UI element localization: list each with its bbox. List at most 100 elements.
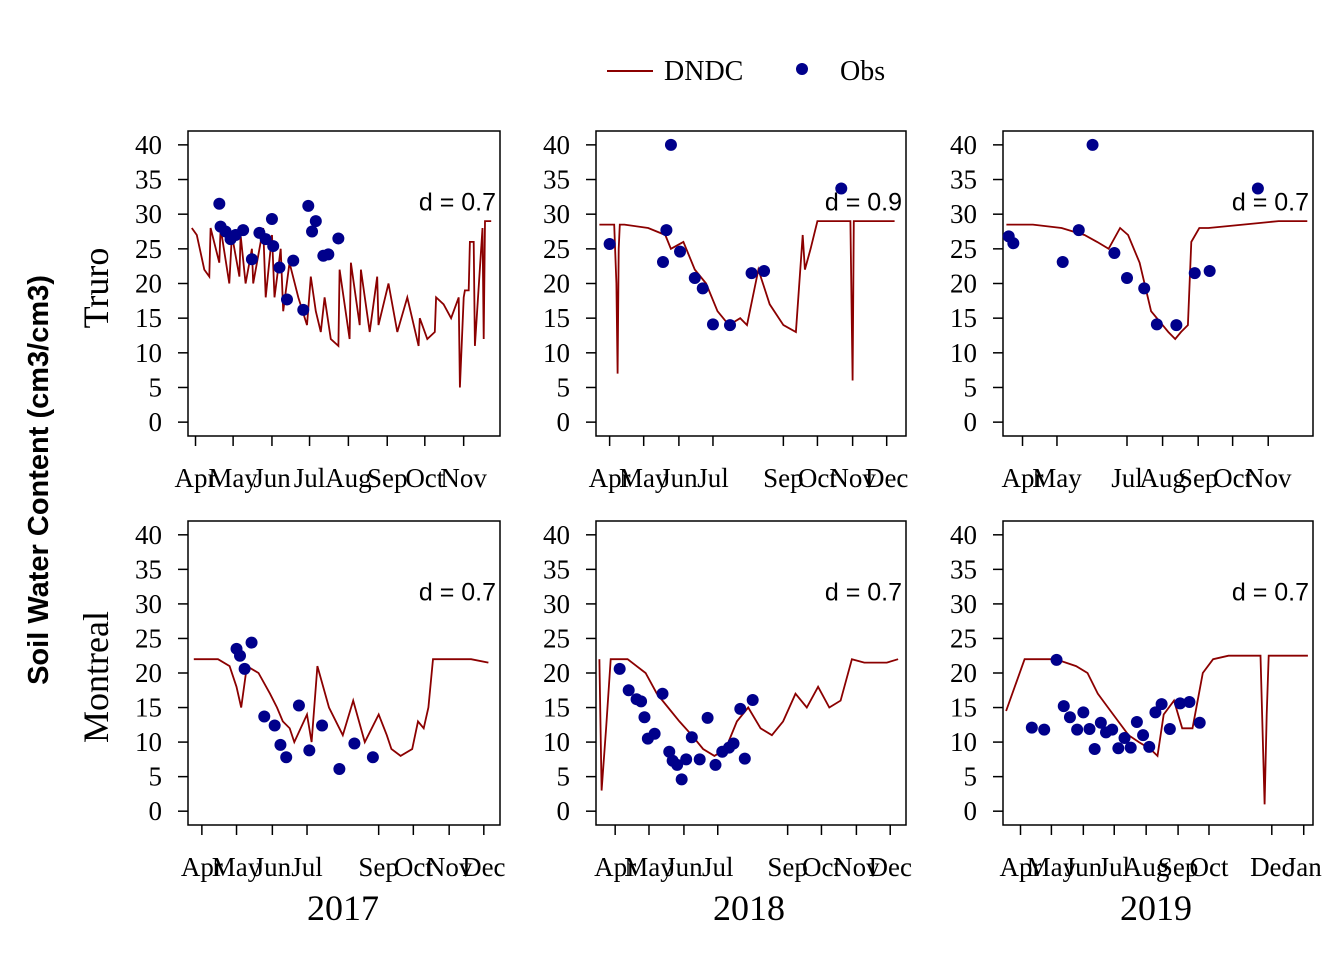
plot-frame [187, 520, 501, 826]
y-tick-label: 0 [557, 407, 571, 437]
obs-point [648, 727, 661, 740]
y-tick-label: 40 [543, 520, 570, 550]
obs-point [1112, 742, 1125, 755]
y-tick-label: 35 [135, 554, 162, 584]
y-tick-label: 25 [135, 234, 162, 264]
obs-point [1170, 319, 1183, 332]
y-tick-label: 30 [950, 589, 977, 619]
x-tick-label: Jun [665, 852, 703, 882]
obs-point [348, 737, 361, 750]
series-line-dndc [191, 220, 492, 388]
col-label-2019: 2019 [1120, 888, 1192, 928]
x-tick-label: Jul [1111, 463, 1143, 493]
obs-point [745, 267, 758, 280]
y-tick-label: 40 [135, 520, 162, 550]
y-tick-label: 30 [543, 589, 570, 619]
obs-point [1138, 282, 1151, 295]
obs-point [1038, 723, 1051, 736]
y-tick-label: 30 [135, 199, 162, 229]
x-tick-label: Aug [1139, 463, 1186, 493]
obs-point [1163, 722, 1176, 735]
y-tick-label: 40 [543, 130, 570, 160]
obs-point [1149, 706, 1162, 719]
obs-point [297, 303, 310, 316]
obs-point [723, 319, 736, 332]
obs-point [1086, 138, 1099, 151]
obs-point [1072, 224, 1085, 237]
y-tick-label: 40 [135, 130, 162, 160]
series-line-dndc [1005, 654, 1308, 805]
x-tick-label: May [1032, 463, 1082, 493]
legend-dndc-label: DNDC [664, 56, 743, 87]
obs-point [1050, 653, 1063, 666]
y-tick-label: 15 [950, 303, 977, 333]
obs-point [685, 731, 698, 744]
y-tick-label: 15 [543, 693, 570, 723]
obs-point [738, 752, 751, 765]
obs-point [1155, 698, 1168, 711]
x-tick-label: Jun [254, 852, 292, 882]
obs-point [322, 248, 335, 261]
obs-point [1106, 723, 1119, 736]
row-label-truro: Truro [76, 248, 116, 329]
series-line-dndc [598, 658, 899, 791]
obs-point [292, 699, 305, 712]
obs-point [237, 224, 250, 237]
x-tick-label: May [1027, 852, 1077, 882]
x-tick-label: Jan [1286, 852, 1322, 882]
x-tick-label: Sep [367, 463, 408, 493]
x-tick-label: Sep [358, 852, 399, 882]
y-tick-label: 15 [950, 693, 977, 723]
x-tick-label: Nov [829, 463, 876, 493]
x-tick-label: Dec [865, 463, 908, 493]
row-label-montreal: Montreal [76, 611, 116, 743]
y-tick-label: 15 [135, 693, 162, 723]
obs-point [332, 232, 345, 245]
x-tick-label: Jul [291, 852, 323, 882]
obs-point [234, 649, 246, 662]
obs-point [835, 182, 848, 195]
obs-point [613, 662, 626, 675]
obs-point [1174, 697, 1187, 710]
obs-point [265, 213, 278, 226]
plot-frame [595, 520, 907, 826]
y-tick-label: 10 [950, 727, 977, 757]
y-tick-label: 35 [543, 554, 570, 584]
y-tick-label: 20 [950, 658, 977, 688]
x-tick-label: Apr [589, 463, 631, 493]
legend-obs-swatch [796, 63, 808, 75]
obs-point [309, 215, 322, 228]
obs-point [238, 662, 251, 675]
obs-point [656, 256, 669, 269]
obs-point [280, 751, 293, 764]
agreement-index-label: d = 0.7 [1232, 578, 1309, 606]
obs-point [709, 758, 722, 771]
obs-point [1007, 237, 1020, 250]
y-tick-label: 20 [135, 269, 162, 299]
obs-point [1124, 741, 1137, 754]
obs-point [245, 636, 258, 649]
x-tick-label: Nov [440, 463, 487, 493]
x-tick-label: May [208, 463, 258, 493]
obs-point [1083, 722, 1096, 735]
obs-point [688, 271, 701, 284]
obs-point [302, 199, 315, 212]
agreement-index-label: d = 0.7 [1232, 189, 1309, 217]
x-tick-label: Oct [802, 852, 841, 882]
obs-point [366, 751, 379, 764]
plot-frame [1002, 130, 1314, 437]
y-tick-label: 10 [543, 727, 570, 757]
x-tick-label: Jun [660, 463, 698, 493]
x-tick-label: Nov [833, 852, 880, 882]
obs-point [268, 719, 281, 732]
obs-point [333, 763, 346, 776]
x-tick-label: Oct [798, 463, 837, 493]
y-tick-label: 5 [964, 762, 978, 792]
y-tick-label: 25 [543, 623, 570, 653]
obs-point [1203, 265, 1216, 278]
